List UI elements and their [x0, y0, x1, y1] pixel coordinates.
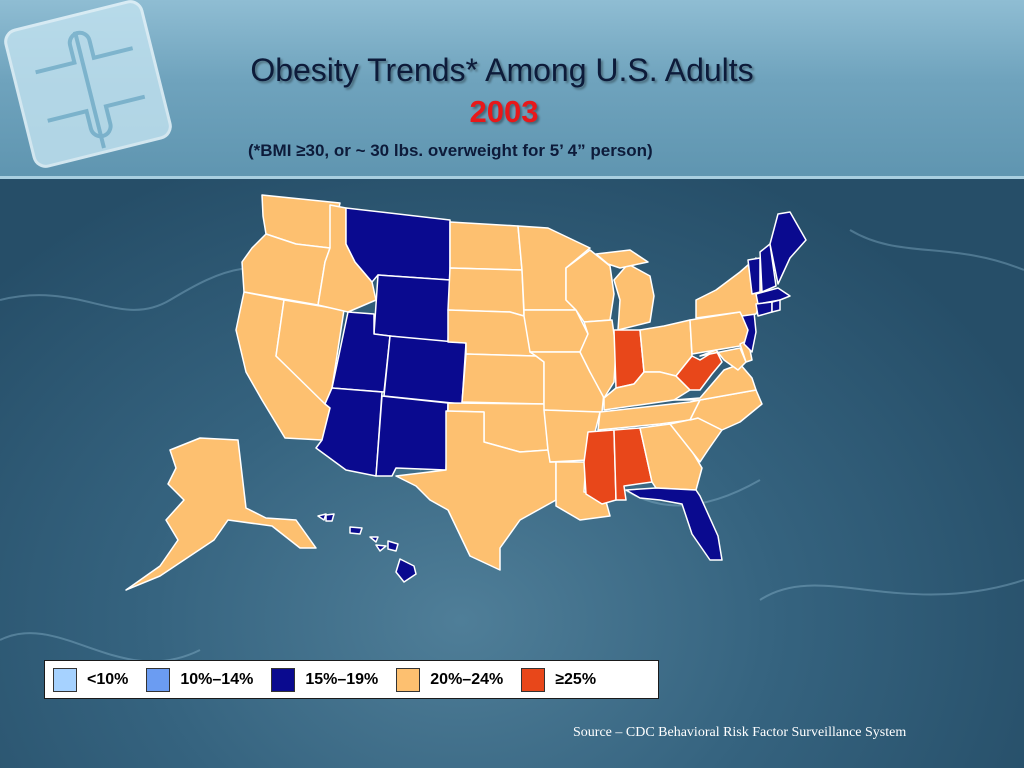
legend-swatch — [521, 667, 546, 692]
state-KY[interactable] — [603, 371, 691, 411]
legend-swatch — [146, 667, 171, 692]
header-divider — [0, 176, 1024, 179]
state-AK[interactable] — [125, 437, 317, 591]
legend-item-25-plus: ≥25% — [521, 667, 597, 692]
state-MI[interactable] — [613, 263, 655, 331]
state-ME[interactable] — [769, 211, 807, 285]
state-MD[interactable] — [699, 347, 747, 371]
legend-label: ≥25% — [555, 670, 597, 688]
state-TX[interactable] — [395, 410, 557, 571]
state-FL[interactable] — [625, 487, 723, 561]
state-NH[interactable] — [759, 243, 777, 293]
slide-year: 2003 — [469, 94, 539, 129]
state-MS[interactable] — [583, 429, 617, 505]
state-MA[interactable] — [755, 287, 791, 305]
legend-label: 20%–24% — [430, 670, 504, 688]
state-WY[interactable] — [373, 274, 451, 344]
header-band — [0, 0, 1024, 178]
state-RI[interactable] — [771, 299, 781, 313]
legend-swatch — [53, 667, 77, 692]
legend-item-10-14: 10%–14% — [146, 667, 254, 692]
state-CO[interactable] — [383, 335, 467, 405]
map-legend: <10% 10%–14% 15%–19% 20%–24% ≥25% — [44, 660, 659, 699]
puzzle-logo-icon — [4, 0, 172, 168]
state-MI-upper[interactable] — [595, 249, 649, 269]
bmi-note: (*BMI ≥30, or ~ 30 lbs. overweight for 5… — [248, 141, 653, 160]
legend-label: <10% — [87, 670, 129, 688]
state-HI[interactable] — [317, 513, 417, 583]
state-VT[interactable] — [747, 257, 761, 295]
legend-label: 15%–19% — [305, 670, 379, 688]
state-MT[interactable] — [345, 207, 451, 283]
legend-swatch — [271, 667, 296, 692]
legend-item-20-24: 20%–24% — [396, 667, 504, 692]
state-NM[interactable] — [375, 395, 449, 477]
slide-title: Obesity Trends* Among U.S. Adults — [250, 52, 754, 88]
legend-label: 10%–14% — [180, 670, 254, 688]
state-IA[interactable] — [523, 309, 589, 353]
legend-item-15-19: 15%–19% — [271, 667, 379, 692]
state-SD[interactable] — [447, 267, 525, 317]
legend-item-under-10: <10% — [53, 667, 129, 692]
state-CT[interactable] — [755, 301, 773, 317]
state-KS[interactable] — [461, 353, 545, 405]
state-ND[interactable] — [449, 221, 523, 271]
source-note: Source – CDC Behavioral Risk Factor Surv… — [573, 725, 907, 740]
state-WV[interactable] — [675, 349, 723, 391]
legend-swatch — [396, 667, 421, 692]
state-AZ[interactable] — [315, 387, 383, 477]
